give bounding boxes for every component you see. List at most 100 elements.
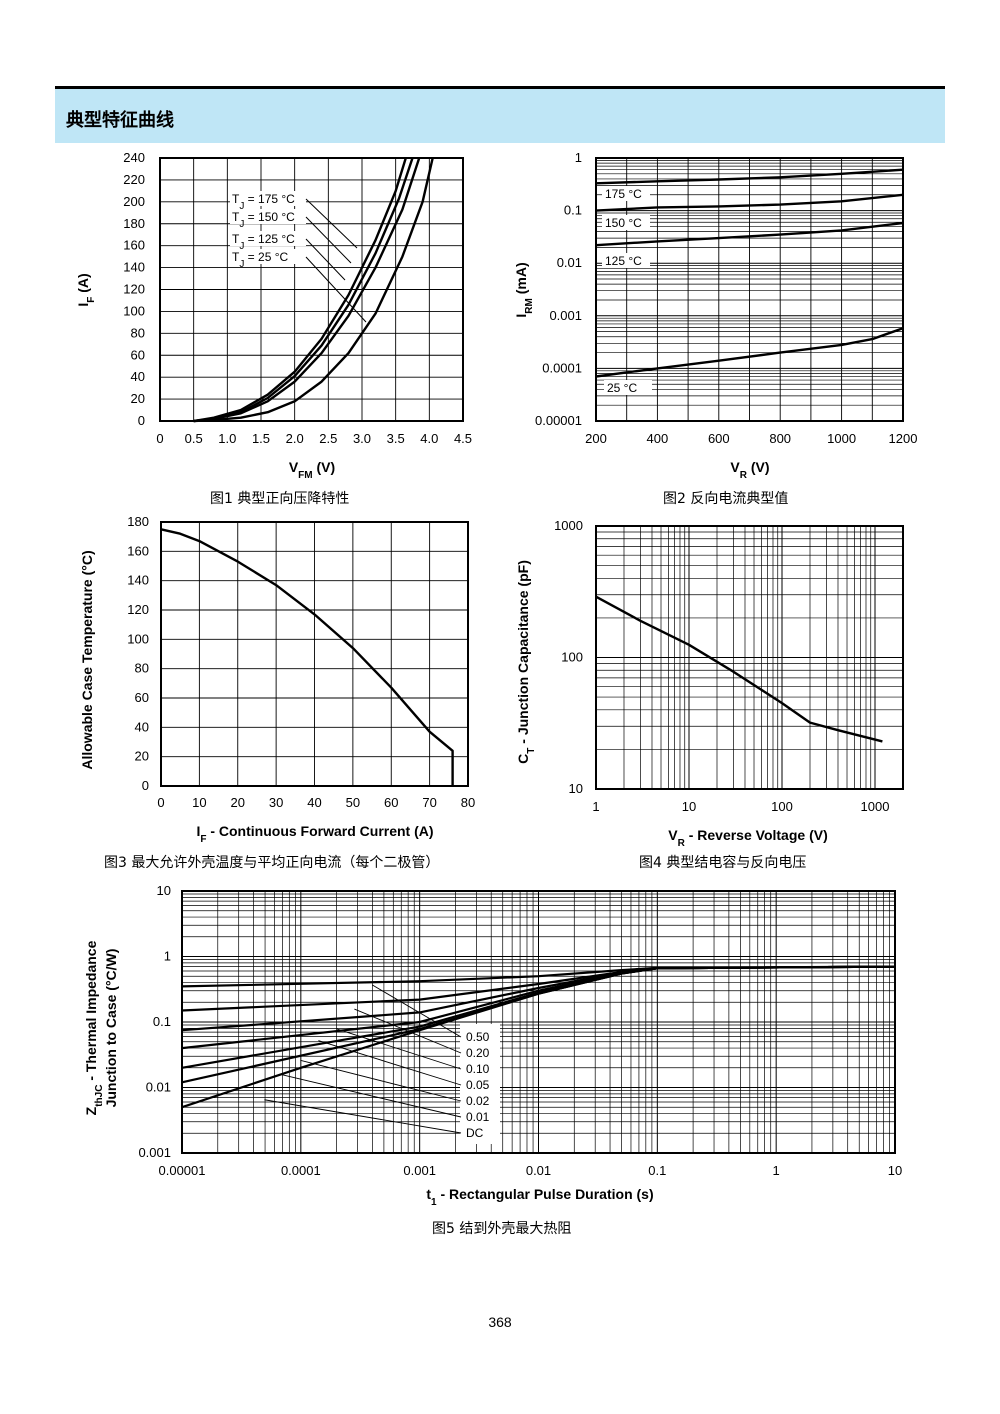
y-tick-label: 0.1	[564, 203, 582, 218]
chart-fig3: 0 10 20 30 40 50 60 70 80 0 20 40 60 80 100 120 140 160 18…	[79, 514, 475, 845]
x-tick-label: 100	[771, 799, 793, 814]
x-tick-label: 20	[231, 795, 245, 810]
x-tick-label: 1000	[827, 431, 856, 446]
y-tick-label: 1000	[554, 518, 583, 533]
y-tick-label: 40	[131, 369, 145, 384]
y-axis-label: IRM (mA)	[513, 262, 535, 317]
y-tick-label: 220	[123, 172, 145, 187]
y-tick-label: 60	[131, 347, 145, 362]
x-tick-label: 0	[157, 795, 164, 810]
y-tick-label: 0.00001	[535, 413, 582, 428]
caption-fig1: 图1 典型正向压降特性	[210, 488, 349, 508]
y-tick-label: 0	[138, 413, 145, 428]
x-tick-label: 30	[269, 795, 283, 810]
legend-label: 0.20	[466, 1046, 490, 1060]
x-tick-label: 0	[156, 431, 163, 446]
chart-fig5: 0.00001 0.0001 0.001 0.01 0.1 1 10 0.001 0.01 0.1…	[83, 883, 902, 1208]
y-tick-label: 140	[123, 260, 145, 275]
page-number: 368	[0, 1314, 1000, 1330]
y-tick-label: 160	[123, 238, 145, 253]
legend-label: 0.01	[466, 1110, 490, 1124]
legend-label: 0.02	[466, 1094, 490, 1108]
x-tick-label: 200	[585, 431, 607, 446]
x-tick-label: 60	[384, 795, 398, 810]
legend-label: 0.10	[466, 1062, 490, 1076]
series-annotation: 175 °C	[605, 187, 642, 201]
x-tick-label: 1000	[861, 799, 890, 814]
y-tick-label: 180	[123, 216, 145, 231]
legend-leader	[300, 1060, 461, 1101]
x-tick-label: 0.001	[403, 1163, 436, 1178]
caption-fig3: 图3 最大允许外壳温度与平均正向电流（每个二极管）	[104, 852, 439, 872]
series-line	[596, 597, 882, 742]
x-tick-label: 3.0	[353, 431, 371, 446]
y-tick-label: 60	[135, 690, 149, 705]
series-annotation: 125 °C	[605, 254, 642, 268]
x-axis-label: t1 - Rectangular Pulse Duration (s)	[426, 1186, 653, 1208]
x-tick-label: 0.0001	[281, 1163, 321, 1178]
caption-fig4: 图4 典型结电容与反向电压	[639, 852, 806, 872]
y-tick-label: 0	[142, 778, 149, 793]
annotation-leader	[306, 239, 345, 280]
y-tick-label: 0.1	[153, 1014, 171, 1029]
y-tick-label: 100	[561, 650, 583, 665]
x-tick-label: 400	[647, 431, 669, 446]
y-tick-label: 100	[127, 631, 149, 646]
y-tick-label: 80	[131, 325, 145, 340]
x-tick-label: 0.5	[185, 431, 203, 446]
legend-label: 0.05	[466, 1078, 490, 1092]
x-tick-label: 3.5	[387, 431, 405, 446]
x-tick-label: 10	[192, 795, 206, 810]
x-tick-label: 10	[682, 799, 696, 814]
y-tick-label: 180	[127, 514, 149, 529]
charts-canvas: 0 0.5 1.0 1.5 2.0 2.5 3.0 3.5 4.0 4.5020406080100…	[0, 0, 1000, 1414]
y-tick-label: 0.0001	[542, 360, 582, 375]
y-tick-label: 1	[164, 949, 171, 964]
y-tick-label: 10	[157, 883, 171, 898]
y-tick-label: 0.001	[138, 1145, 171, 1160]
y-axis-label: Allowable Case Temperature (°C)	[79, 550, 95, 769]
legend-label: DC	[466, 1126, 484, 1140]
y-tick-label: 0.001	[549, 308, 582, 323]
x-axis-label: VR - Reverse Voltage (V)	[668, 827, 827, 849]
x-tick-label: 1	[773, 1163, 780, 1178]
y-tick-label: 0.01	[557, 255, 582, 270]
y-tick-label: 160	[127, 543, 149, 558]
x-tick-label: 10	[888, 1163, 902, 1178]
y-tick-label: 120	[127, 602, 149, 617]
series-annotation: 25 °C	[607, 381, 637, 395]
x-tick-label: 0.00001	[159, 1163, 206, 1178]
y-tick-label: 1	[575, 150, 582, 165]
y-tick-label: 240	[123, 150, 145, 165]
x-tick-label: 4.5	[454, 431, 472, 446]
legend-label: 0.50	[466, 1030, 490, 1044]
x-tick-label: 4.0	[420, 431, 438, 446]
chart-fig2: 200 400 600 800 1000 1200 0.00001 0.0001 0.001 0.…	[513, 150, 917, 481]
caption-fig2: 图2 反向电流典型值	[663, 488, 788, 508]
x-tick-label: 50	[346, 795, 360, 810]
y-tick-label: 80	[135, 661, 149, 676]
y-axis-label: IF (A)	[75, 273, 97, 306]
x-tick-label: 800	[769, 431, 791, 446]
legend-leader	[318, 1041, 461, 1085]
series-annotation: 150 °C	[605, 216, 642, 230]
y-tick-label: 40	[135, 719, 149, 734]
caption-fig5: 图5 结到外壳最大热阻	[432, 1218, 571, 1238]
x-tick-label: 0.1	[648, 1163, 666, 1178]
x-tick-label: 2.0	[286, 431, 304, 446]
x-tick-label: 1.5	[252, 431, 270, 446]
y-tick-label: 100	[123, 303, 145, 318]
y-tick-label: 20	[135, 749, 149, 764]
x-tick-label: 1200	[889, 431, 918, 446]
y-tick-label: 120	[123, 282, 145, 297]
y-axis-label: ZthJC - Thermal Impedance	[83, 940, 105, 1115]
chart-fig1: 0 0.5 1.0 1.5 2.0 2.5 3.0 3.5 4.0 4.5 0 20 40 60 80 100…	[75, 150, 472, 481]
x-tick-label: 1.0	[218, 431, 236, 446]
x-tick-label: 70	[422, 795, 436, 810]
legend-leader	[264, 1100, 461, 1133]
y-axis-label: Junction to Case (°C/W)	[103, 949, 119, 1108]
y-tick-label: 20	[131, 391, 145, 406]
series-line	[161, 529, 453, 786]
legend-leader	[282, 1075, 461, 1117]
y-tick-label: 200	[123, 194, 145, 209]
